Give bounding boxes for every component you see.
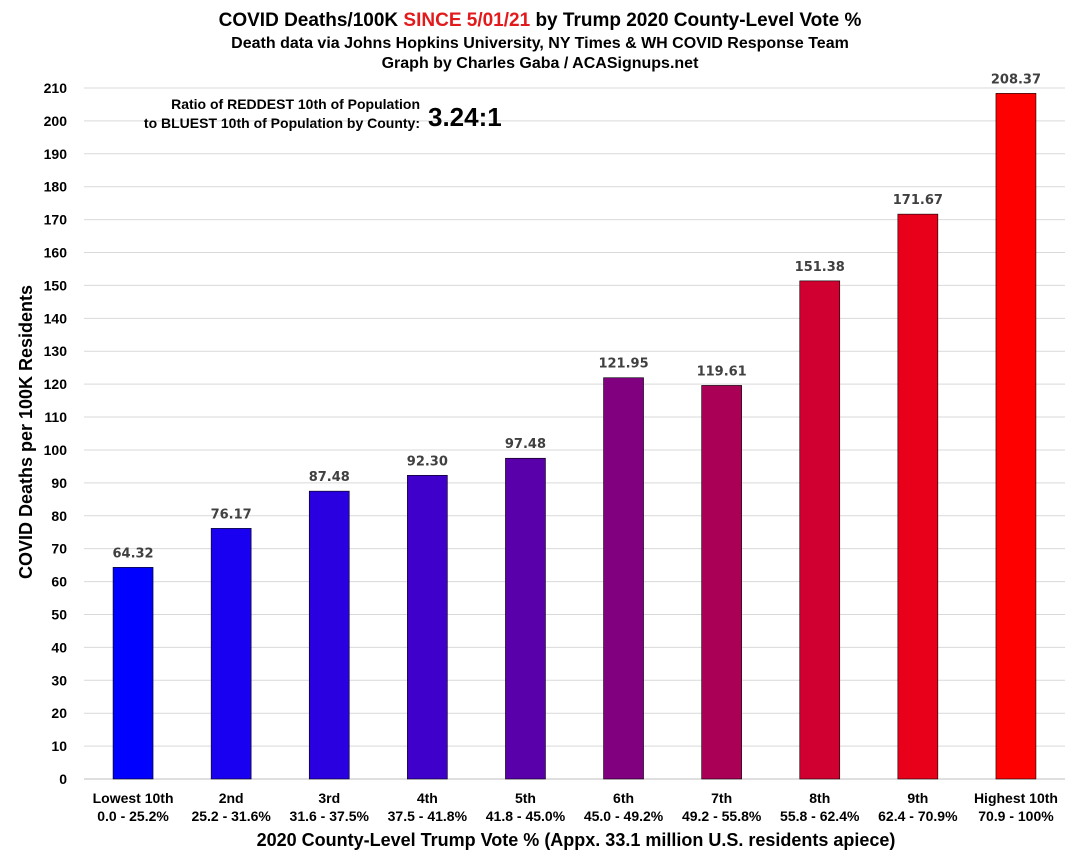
x-range-label: 62.4 - 70.9% (878, 808, 958, 824)
y-tick-label: 0 (59, 771, 67, 787)
bar (995, 93, 1037, 780)
data-label: 64.32 (112, 546, 153, 561)
bars (112, 93, 1037, 780)
x-range-label: 45.0 - 49.2% (584, 808, 664, 824)
x-category-label: 5th (515, 790, 536, 806)
y-tick-label: 130 (44, 343, 68, 359)
y-tick-label: 30 (51, 672, 67, 688)
x-range-label: 25.2 - 31.6% (191, 808, 271, 824)
bar (897, 213, 939, 780)
y-tick-labels: 0 10 20 30 40 50 60 70 80 90 100 110 120 130 140 150 160… (44, 80, 68, 787)
title-highlight: SINCE 5/01/21 (403, 10, 530, 31)
y-tick-label: 90 (51, 475, 67, 491)
x-range-label: 0.0 - 25.2% (97, 808, 169, 824)
y-tick-label: 70 (51, 541, 67, 557)
y-tick-label: 20 (51, 705, 67, 721)
data-label: 171.67 (893, 193, 943, 208)
y-tick-label: 170 (44, 212, 68, 228)
y-tick-label: 150 (44, 277, 68, 293)
x-category-label: Lowest 10th (93, 790, 174, 806)
y-tick-label: 160 (44, 245, 68, 261)
title-prefix: COVID Deaths/100K (219, 10, 404, 31)
y-tick-label: 120 (44, 376, 68, 392)
y-tick-label: 190 (44, 146, 68, 162)
y-tick-label: 50 (51, 606, 67, 622)
bar (701, 385, 742, 780)
x-category-label: Highest 10th (974, 790, 1058, 806)
data-labels: 64.32 76.17 87.48 92.30 97.48 121.95 119.61 151… (112, 72, 1041, 561)
y-tick-label: 60 (51, 574, 67, 590)
y-tick-label: 180 (44, 179, 68, 195)
bar (407, 474, 448, 780)
data-label: 119.61 (697, 364, 747, 379)
data-label: 87.48 (309, 470, 350, 485)
data-label: 92.30 (407, 454, 448, 469)
bar (603, 377, 644, 780)
bar (308, 490, 350, 780)
chart-subtitle: Death data via Johns Hopkins University,… (231, 35, 849, 52)
y-tick-label: 110 (44, 409, 67, 425)
x-range-label: 70.9 - 100% (978, 808, 1054, 824)
x-category-labels: Lowest 10th 0.0 - 25.2% 2nd 25.2 - 31.6% 3rd… (93, 790, 1058, 824)
ratio-value: 3.24:1 (428, 102, 502, 132)
x-category-label: 6th (613, 790, 634, 806)
data-label: 121.95 (598, 357, 648, 372)
x-range-label: 37.5 - 41.8% (388, 808, 468, 824)
x-category-label: 4th (417, 790, 438, 806)
data-label: 151.38 (795, 260, 845, 275)
y-tick-label: 10 (51, 738, 67, 754)
y-tick-label: 40 (51, 639, 67, 655)
bar (112, 567, 154, 780)
ratio-annotation-line2: to BLUEST 10th of Population by County: (144, 115, 420, 131)
title-suffix: by Trump 2020 County-Level Vote % (530, 10, 861, 31)
x-range-label: 49.2 - 55.8% (682, 808, 762, 824)
bar (505, 457, 546, 780)
x-range-label: 55.8 - 62.4% (780, 808, 860, 824)
x-category-label: 7th (711, 790, 732, 806)
x-category-label: 9th (907, 790, 928, 806)
data-label: 208.37 (991, 72, 1041, 87)
x-range-label: 31.6 - 37.5% (290, 808, 370, 824)
y-tick-label: 80 (51, 508, 67, 524)
chart-credit: Graph by Charles Gaba / ACASignups.net (382, 55, 699, 72)
y-axis-title: COVID Deaths per 100K Residents (16, 285, 36, 579)
ratio-annotation-line1: Ratio of REDDEST 10th of Population (171, 96, 420, 112)
y-tick-label: 200 (44, 113, 68, 129)
x-category-label: 3rd (318, 790, 340, 806)
x-axis-title: 2020 County-Level Trump Vote % (Appx. 33… (257, 830, 896, 850)
y-tick-label: 140 (44, 310, 68, 326)
bar (210, 528, 252, 780)
bar (799, 280, 841, 780)
y-tick-label: 210 (44, 80, 68, 96)
x-range-label: 41.8 - 45.0% (486, 808, 566, 824)
x-category-label: 2nd (219, 790, 244, 806)
chart-title: COVID Deaths/100K SINCE 5/01/21 by Trump… (219, 10, 862, 31)
x-category-label: 8th (809, 790, 830, 806)
y-tick-label: 100 (44, 442, 68, 458)
data-label: 76.17 (211, 507, 252, 522)
data-label: 97.48 (505, 437, 546, 452)
